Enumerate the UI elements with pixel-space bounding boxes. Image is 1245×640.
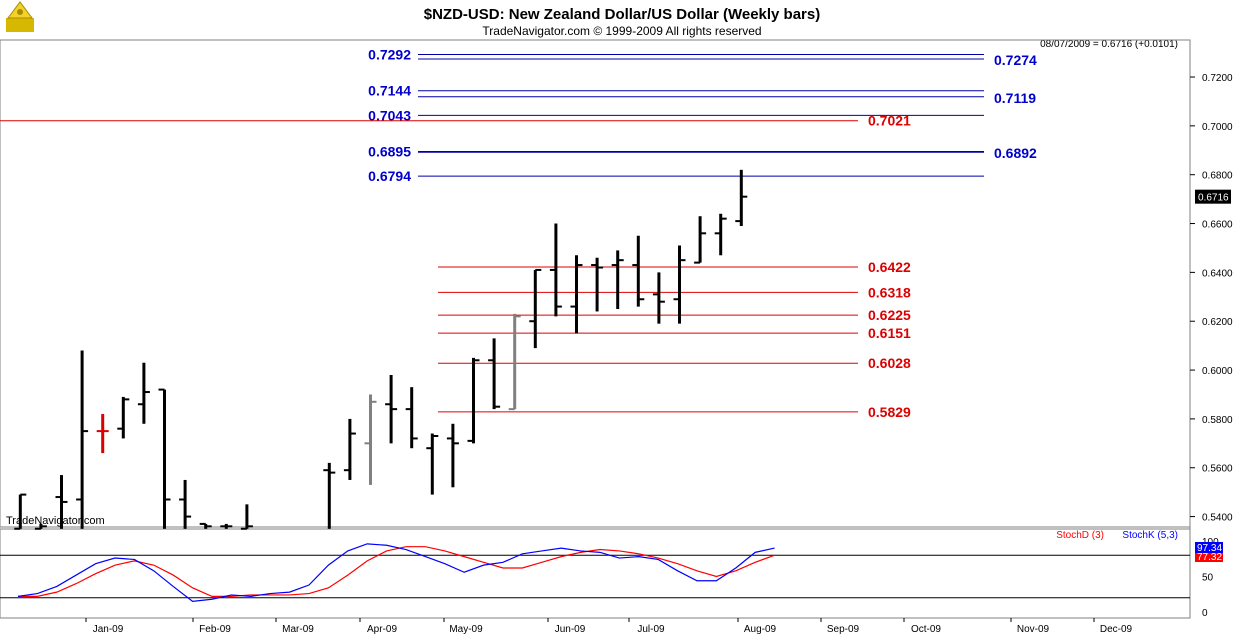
resistance-right-label: 0.6892 — [994, 145, 1037, 161]
support-line-label: 0.6028 — [868, 355, 911, 371]
x-tick-label: May-09 — [449, 624, 483, 635]
ohlc-bar — [632, 235, 645, 307]
support-line-label: 0.5829 — [868, 404, 911, 420]
ohlc-bar — [220, 523, 233, 529]
ohlc-bar — [179, 479, 192, 529]
support-line-label: 0.6151 — [868, 325, 911, 341]
long-red-line-label: 0.7021 — [868, 113, 911, 129]
x-tick-label: Jul-09 — [637, 624, 665, 635]
chart-title: $NZD-USD: New Zealand Dollar/US Dollar (… — [424, 6, 820, 23]
ohlc-bar — [549, 223, 562, 317]
price-tick-label: 0.6400 — [1202, 268, 1233, 279]
x-tick-label: Feb-09 — [199, 624, 231, 635]
ohlc-bar — [34, 523, 47, 530]
price-tick-label: 0.5400 — [1202, 513, 1233, 524]
ohlc-bar — [426, 433, 439, 495]
x-tick-label: Mar-09 — [282, 624, 314, 635]
tradenavigator-logo — [6, 1, 34, 32]
ohlc-bar — [735, 169, 748, 226]
ohlc-bar — [137, 362, 150, 424]
resistance-left-label: 0.6794 — [368, 168, 411, 184]
x-tick-label: Apr-09 — [367, 624, 397, 635]
resistance-left-label: 0.7292 — [368, 47, 411, 63]
stochK-line — [17, 543, 775, 602]
ohlc-bar — [529, 268, 542, 349]
price-tick-label: 0.6800 — [1202, 171, 1233, 182]
ohlc-bar — [611, 250, 624, 310]
legend-stochK: StochK (5,3) — [1122, 530, 1178, 541]
ohlc-bar — [673, 245, 686, 324]
watermark-text: TradeNavigator.com — [6, 515, 105, 527]
ohlc-bar — [591, 257, 604, 312]
stoch-last-label: 77.32 — [1197, 552, 1222, 563]
support-line-label: 0.6225 — [868, 307, 911, 323]
x-tick-label: Nov-09 — [1017, 624, 1050, 635]
price-tick-label: 0.5800 — [1202, 415, 1233, 426]
ohlc-bar — [446, 423, 459, 488]
x-tick-label: Dec-09 — [1100, 624, 1133, 635]
stoch-tick-label: 0 — [1202, 608, 1208, 619]
x-tick-label: Aug-09 — [744, 624, 777, 635]
x-tick-label: Sep-09 — [827, 624, 860, 635]
ohlc-bar — [405, 387, 418, 449]
resistance-right-label: 0.7119 — [994, 90, 1036, 106]
support-line-label: 0.6422 — [868, 259, 911, 275]
last-quote-text: 08/07/2009 = 0.6716 (+0.0101) — [1040, 39, 1178, 50]
x-tick-label: Jan-09 — [93, 624, 124, 635]
resistance-left-label: 0.6895 — [368, 144, 411, 160]
resistance-left-label: 0.7144 — [368, 83, 411, 99]
ohlc-bar — [694, 216, 707, 264]
ohlc-bar — [96, 414, 109, 454]
ohlc-bar — [158, 388, 171, 529]
price-tick-label: 0.7200 — [1202, 73, 1233, 84]
stoch-last-box — [1195, 551, 1223, 562]
stoch-panel — [0, 528, 1191, 619]
ohlc-bar — [199, 522, 212, 529]
price-tick-label: 0.5600 — [1202, 464, 1233, 475]
price-panel — [0, 39, 1191, 528]
ohlc-bar — [323, 462, 336, 529]
support-line-label: 0.6318 — [868, 284, 911, 300]
ohlc-bar — [508, 313, 521, 411]
ohlc-bar — [76, 350, 89, 529]
x-tick-label: Oct-09 — [911, 624, 941, 635]
stochD-line — [18, 546, 775, 597]
ohlc-bar — [240, 504, 253, 530]
resistance-left-label: 0.7043 — [368, 107, 411, 123]
price-tick-label: 0.6200 — [1202, 317, 1233, 328]
ohlc-bar — [364, 394, 377, 485]
price-tick-label: 0.7000 — [1202, 122, 1233, 133]
ohlc-bar — [55, 475, 68, 529]
legend-stochD: StochD (3) — [1056, 530, 1104, 541]
last-price-label: 0.6716 — [1198, 193, 1229, 204]
ohlc-bar — [467, 357, 480, 444]
stoch-last-label: 97.34 — [1197, 543, 1222, 554]
ohlc-bar — [14, 493, 27, 530]
ohlc-bar — [488, 338, 501, 410]
ohlc-bar — [343, 418, 356, 480]
last-price-box — [1195, 189, 1231, 204]
stoch-tick-label: 50 — [1202, 573, 1214, 584]
resistance-right-label: 0.7274 — [994, 52, 1037, 68]
ohlc-bar — [385, 374, 398, 444]
price-tick-label: 0.6600 — [1202, 220, 1233, 231]
x-tick-label: Jun-09 — [555, 624, 586, 635]
ohlc-bar — [652, 272, 665, 324]
stoch-last-box — [1195, 542, 1223, 553]
ohlc-bar — [117, 396, 130, 439]
ohlc-bar — [714, 213, 727, 256]
price-tick-label: 0.6000 — [1202, 366, 1233, 377]
copyright-text: TradeNavigator.com © 1999-2009 All right… — [482, 24, 761, 38]
ohlc-bar — [570, 255, 583, 334]
